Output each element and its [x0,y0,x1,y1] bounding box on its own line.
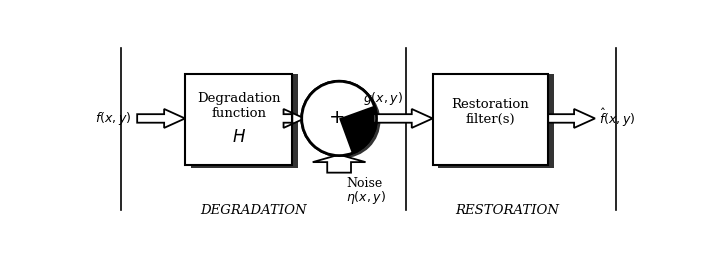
Text: $\eta(x, y)$: $\eta(x, y)$ [346,189,386,206]
Text: $g(x, y)$: $g(x, y)$ [363,90,403,107]
Text: Restoration
filter(s): Restoration filter(s) [452,98,530,125]
Bar [438,165,554,168]
Text: Degradation
function: Degradation function [197,92,280,120]
Polygon shape [312,155,366,173]
Text: $H$: $H$ [231,129,246,146]
Ellipse shape [302,81,376,156]
Text: $f(x, y)$: $f(x, y)$ [95,110,131,127]
Text: $+$: $+$ [328,108,344,127]
Polygon shape [548,109,595,128]
Ellipse shape [305,84,381,158]
Ellipse shape [302,81,376,156]
Bar [293,74,298,168]
Bar [185,74,293,165]
Polygon shape [373,109,432,128]
Text: DEGRADATION: DEGRADATION [200,204,307,217]
Polygon shape [283,109,305,128]
Polygon shape [302,81,374,156]
Text: RESTORATION: RESTORATION [455,204,559,217]
Bar [548,74,554,168]
Text: $\hat{f}(x, y)$: $\hat{f}(x, y)$ [599,107,635,129]
Bar [190,165,298,168]
Text: Noise: Noise [346,177,383,190]
Bar [432,74,548,165]
Polygon shape [137,109,185,128]
